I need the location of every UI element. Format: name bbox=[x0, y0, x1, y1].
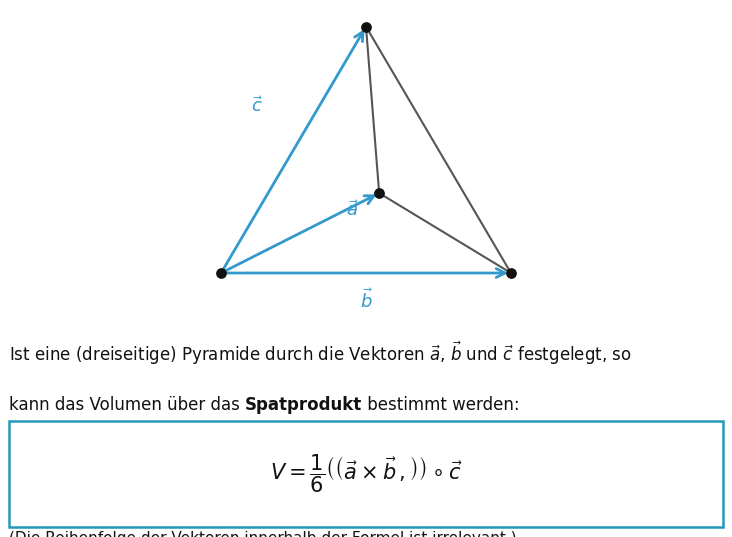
Text: $\vec{c}$: $\vec{c}$ bbox=[251, 97, 264, 117]
Point bbox=[360, 23, 372, 31]
Point bbox=[373, 189, 385, 198]
Text: $V = \dfrac{1}{6}\left(\left(\vec{a} \times \vec{b}\,,\right)\right) \circ \vec{: $V = \dfrac{1}{6}\left(\left(\vec{a} \ti… bbox=[269, 453, 463, 495]
Text: $\vec{a}$: $\vec{a}$ bbox=[346, 200, 359, 220]
Point bbox=[215, 268, 227, 277]
Text: Spatprodukt: Spatprodukt bbox=[245, 396, 362, 414]
Point bbox=[505, 268, 517, 277]
Text: bestimmt werden:: bestimmt werden: bbox=[362, 396, 520, 414]
Text: kann das Volumen über das: kann das Volumen über das bbox=[9, 396, 245, 414]
Text: $\vec{b}$: $\vec{b}$ bbox=[359, 288, 373, 311]
Text: Ist eine (dreiseitige) Pyramide durch die Vektoren $\vec{a}$, $\vec{b}$ und $\ve: Ist eine (dreiseitige) Pyramide durch di… bbox=[9, 339, 632, 367]
FancyBboxPatch shape bbox=[9, 420, 723, 527]
Text: (Die Reihenfolge der Vektoren innerhalb der Formel ist irrelevant.): (Die Reihenfolge der Vektoren innerhalb … bbox=[9, 531, 516, 537]
